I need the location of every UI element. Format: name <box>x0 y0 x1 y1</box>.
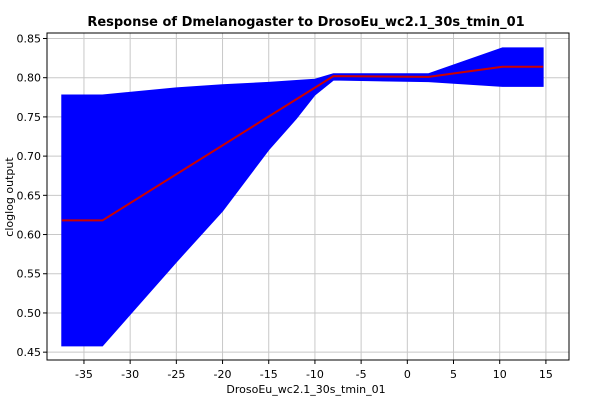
y-tick-label: 0.60 <box>17 229 42 242</box>
x-axis-label: DrosoEu_wc2.1_30s_tmin_01 <box>226 383 385 396</box>
y-tick-label: 0.65 <box>17 189 42 202</box>
x-tick-label: 0 <box>404 368 411 381</box>
y-tick-label: 0.75 <box>17 111 42 124</box>
y-tick-label: 0.80 <box>17 72 42 85</box>
y-tick-label: 0.45 <box>17 346 42 359</box>
x-tick-label: 10 <box>493 368 507 381</box>
mean-response-line <box>61 65 544 222</box>
y-axis-label: cloglog output <box>3 157 16 237</box>
x-tick-label: 5 <box>450 368 457 381</box>
x-tick-label: -35 <box>75 368 93 381</box>
x-tick-label: -15 <box>260 368 278 381</box>
plot-frame <box>46 32 570 361</box>
y-tick-label: 0.50 <box>17 307 42 320</box>
x-tick-label: -30 <box>121 368 139 381</box>
confidence-band <box>61 47 544 347</box>
y-tick-label: 0.70 <box>17 150 42 163</box>
confidence-band-layer <box>61 47 544 347</box>
x-tick-label: -5 <box>356 368 367 381</box>
x-axis-ticks: -35 -30 -25 -20 -15 -10 -5 0 5 10 15 <box>75 360 553 381</box>
x-tick-label: -25 <box>167 368 185 381</box>
x-tick-label: -20 <box>214 368 232 381</box>
y-axis-ticks: 0.45 0.50 0.55 0.60 0.65 0.70 0.75 0.80 0.85 <box>17 32 47 359</box>
y-tick-label: 0.85 <box>17 32 42 45</box>
x-tick-label: 15 <box>539 368 553 381</box>
y-tick-label: 0.55 <box>17 268 42 281</box>
mean-line-layer <box>61 65 544 222</box>
x-tick-label: -10 <box>306 368 324 381</box>
chart-title: Response of Dmelanogaster to DrosoEu_wc2… <box>87 15 524 30</box>
